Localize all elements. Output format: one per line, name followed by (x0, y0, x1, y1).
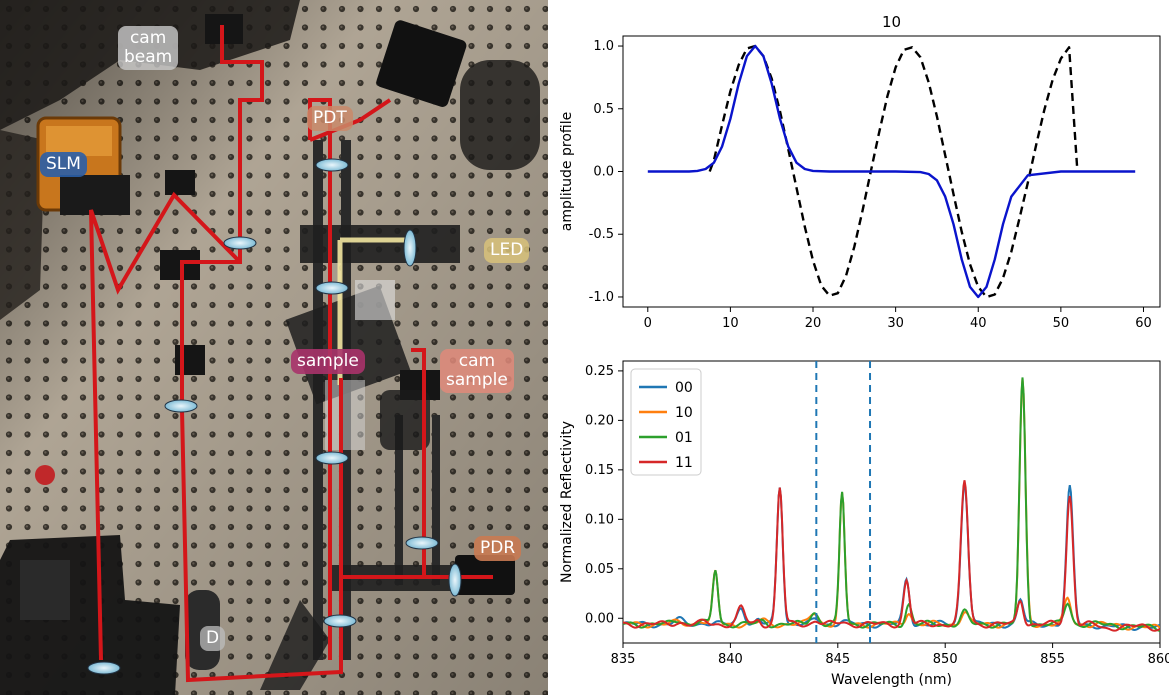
label-led: LED (484, 238, 530, 263)
x-tick-label: 20 (805, 316, 822, 331)
amplitude-profile-chart: 0 10 20 30 40 50 60 -1.0 -0.5 0.0 0.5 1.0 10 amplitud… (559, 13, 1161, 331)
fitted-profile-line (647, 44, 1136, 299)
y-tick-label: 0.20 (585, 413, 614, 428)
legend-box (630, 368, 702, 476)
legend-label: 11 (675, 455, 693, 471)
legend-label: 01 (675, 430, 693, 446)
y-tick-label: 1.0 (593, 39, 614, 54)
label-pdr: PDR (474, 536, 522, 561)
x-tick-label: 60 (1135, 316, 1152, 331)
x-tick-label: 50 (1053, 316, 1070, 331)
plot-frame (622, 360, 1161, 644)
x-tick-label: 850 (933, 652, 958, 667)
y-tick-label: 0.15 (585, 463, 614, 478)
y-axis-label: amplitude profile (559, 112, 575, 231)
y-tick-label: 0.10 (585, 512, 614, 527)
y-tick-label: -0.5 (589, 227, 614, 242)
label-cam-beam: cam beam (118, 26, 179, 70)
x-tick-label: 845 (825, 652, 850, 667)
label-cam-sample: cam sample (440, 349, 514, 393)
x-tick-label: 10 (722, 316, 739, 331)
lens-group (87, 158, 462, 675)
x-tick-label: 860 (1148, 652, 1169, 667)
x-tick-label: 0 (644, 316, 652, 331)
series-line-11 (623, 480, 1160, 632)
x-tick-label: 840 (718, 652, 743, 667)
x-tick-label: 835 (611, 652, 636, 667)
y-axis-label: Normalized Reflectivity (559, 421, 575, 583)
label-d: D (200, 626, 226, 651)
y-tick-label: 0.00 (585, 611, 614, 626)
legend-label: 10 (675, 405, 693, 421)
series-line-01 (623, 377, 1160, 632)
label-pdt: PDT (307, 106, 353, 131)
x-axis-label: Wavelength (nm) (831, 672, 952, 688)
reflectivity-chart: 835 840 845 850 855 860 0.00 0.05 0.10 0.15 0.20 0.… (559, 360, 1169, 688)
x-tick-label: 855 (1040, 652, 1065, 667)
y-tick-label: 0.5 (593, 102, 614, 117)
y-tick-label: 0.25 (585, 364, 614, 379)
optical-setup-photo: cam beam PDT SLM LED sample cam sample P… (0, 0, 548, 695)
legend: 00 10 01 11 (630, 368, 702, 476)
x-tick-label: 30 (887, 316, 904, 331)
label-slm: SLM (40, 152, 87, 177)
legend-label: 00 (675, 380, 693, 396)
y-tick-label: 0.05 (585, 562, 614, 577)
y-tick-label: -1.0 (589, 290, 614, 305)
plots-panel: 0 10 20 30 40 50 60 -1.0 -0.5 0.0 0.5 1.0 10 amplitud… (548, 0, 1169, 695)
camera-body (376, 20, 467, 107)
optical-bench-illustration (0, 0, 548, 695)
chart-title: 10 (882, 13, 901, 31)
x-tick-label: 40 (970, 316, 987, 331)
label-sample: sample (291, 349, 365, 374)
y-tick-label: 0.0 (593, 165, 614, 180)
